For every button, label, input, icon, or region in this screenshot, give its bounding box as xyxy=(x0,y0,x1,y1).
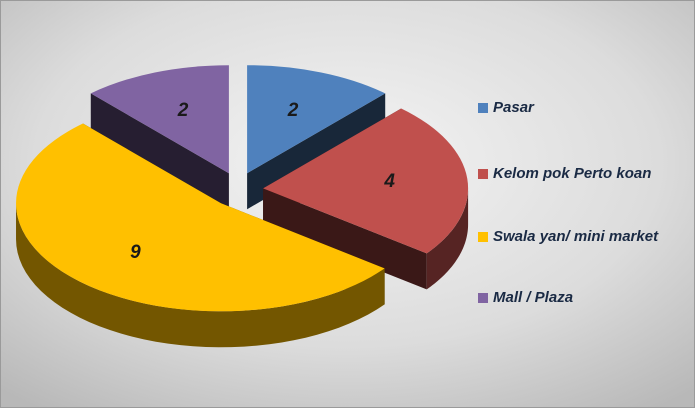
slice xyxy=(263,108,469,254)
legend-label: Swala yan/ mini market xyxy=(493,228,659,245)
legend-label: Pasar xyxy=(493,99,535,116)
legend-swatch xyxy=(478,103,488,113)
legend-label: Mall / Plaza xyxy=(493,289,573,306)
slice xyxy=(90,65,229,174)
data-label: 2 xyxy=(177,100,189,121)
slice-side xyxy=(263,188,427,290)
slice xyxy=(247,65,386,174)
slice-side xyxy=(426,188,469,290)
slice-side xyxy=(16,203,385,348)
legend-swatch xyxy=(478,232,488,242)
data-label: 4 xyxy=(383,171,395,192)
data-label: 9 xyxy=(130,242,141,263)
slice xyxy=(16,123,385,312)
legend-swatch xyxy=(478,293,488,303)
legend-swatch xyxy=(478,169,488,179)
data-label: 2 xyxy=(287,100,299,121)
pie: 2 4 9 2 xyxy=(16,65,469,348)
slice-side xyxy=(90,93,229,210)
legend-label: Kelom pok Perto koan xyxy=(493,165,651,182)
legend: Pasar Kelom pok Perto koan Swala yan/ mini… xyxy=(478,99,659,306)
